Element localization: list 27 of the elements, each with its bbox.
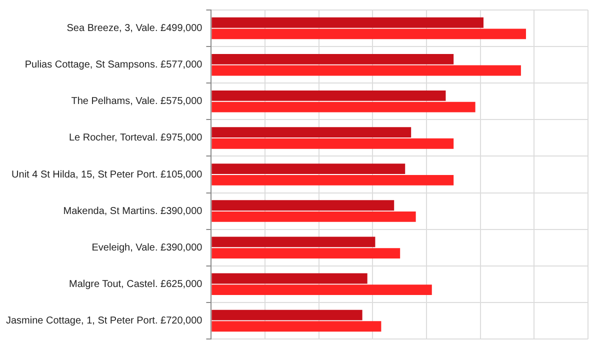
- bar: [212, 54, 454, 64]
- y-tick-label: Pulias Cottage, St Sampsons. £577,000: [24, 60, 203, 71]
- bar: [212, 310, 362, 320]
- bar: [212, 164, 406, 174]
- y-tick-label: Eveleigh, Vale. £390,000: [92, 242, 203, 254]
- y-tick-label: Makenda, St Martins. £390,000: [63, 206, 203, 217]
- bar: [212, 17, 484, 28]
- bar: [212, 212, 416, 222]
- bar: [212, 321, 382, 332]
- bar: [212, 127, 412, 138]
- y-tick-label: Malgre Tout, Castel. £625,000: [68, 278, 203, 290]
- y-tick-label: Jasmine Cottage, 1, St Peter Port. £720,000: [6, 315, 203, 326]
- bar: [212, 174, 454, 186]
- y-tick-label: Unit 4 St Hilda, 15, St Peter Port. £105,000: [12, 169, 203, 180]
- bar: [212, 248, 400, 258]
- bar: [212, 65, 521, 76]
- bar: [212, 90, 446, 101]
- bar: [212, 200, 394, 211]
- bar: [212, 284, 432, 296]
- bar: [212, 138, 454, 149]
- bar: [212, 273, 368, 284]
- y-tick-label: The Pelhams, Vale. £575,000: [71, 96, 203, 108]
- bar: [212, 28, 526, 40]
- y-tick-label: Sea Breeze, 3, Vale. £499,000: [66, 23, 203, 34]
- y-tick-label: Le Rocher, Torteval. £975,000: [68, 132, 203, 144]
- bar: [212, 236, 376, 248]
- bar: [212, 102, 476, 112]
